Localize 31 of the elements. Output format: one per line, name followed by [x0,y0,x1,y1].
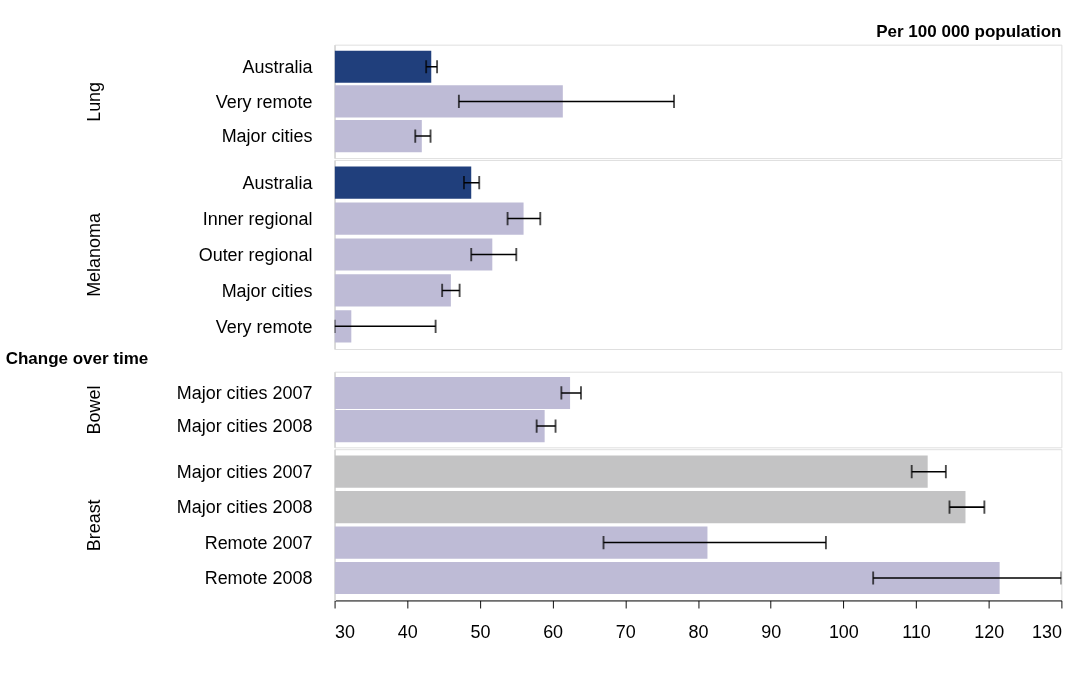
y-tick-label: Australia [242,172,313,193]
x-tick-label: 50 [470,621,491,642]
x-tick-label: 100 [828,621,859,642]
y-tick-label: Very remote [215,316,313,337]
x-tick-label: 90 [761,621,782,642]
chart-title: Per 100 000 population [876,22,1062,42]
y-tick-label: Major cities 2007 [176,383,313,404]
y-tick-label: Remote 2008 [204,568,313,589]
y-tick-label: Major cities [221,126,313,147]
y-tick-label: Very remote [215,91,313,112]
y-tick-label: Remote 2007 [204,532,313,553]
y-axis-title: Lung [83,81,104,122]
x-tick-label: 40 [397,621,418,642]
y-axis-title: Bowel [83,385,104,435]
x-tick-label: 80 [688,621,709,642]
x-tick-label: 130 [1031,621,1062,642]
y-tick-label: Major cities 2008 [176,416,313,437]
y-tick-label: Australia [242,56,313,77]
y-tick-label: Major cities [221,280,313,301]
y-tick-label: Major cities 2007 [176,461,313,482]
text: Change over time [5,349,149,369]
x-tick-label: 30 [335,621,356,642]
x-tick-label: 120 [974,621,1005,642]
y-tick-label: Outer regional [198,244,313,265]
x-tick-label: 60 [543,621,564,642]
y-tick-label: Inner regional [202,208,313,229]
x-tick-label: 110 [902,621,931,642]
y-axis-title: Breast [83,499,104,552]
y-axis-title: Melanoma [83,213,104,297]
y-tick-label: Major cities 2008 [176,497,313,518]
x-tick-label: 70 [615,621,636,642]
